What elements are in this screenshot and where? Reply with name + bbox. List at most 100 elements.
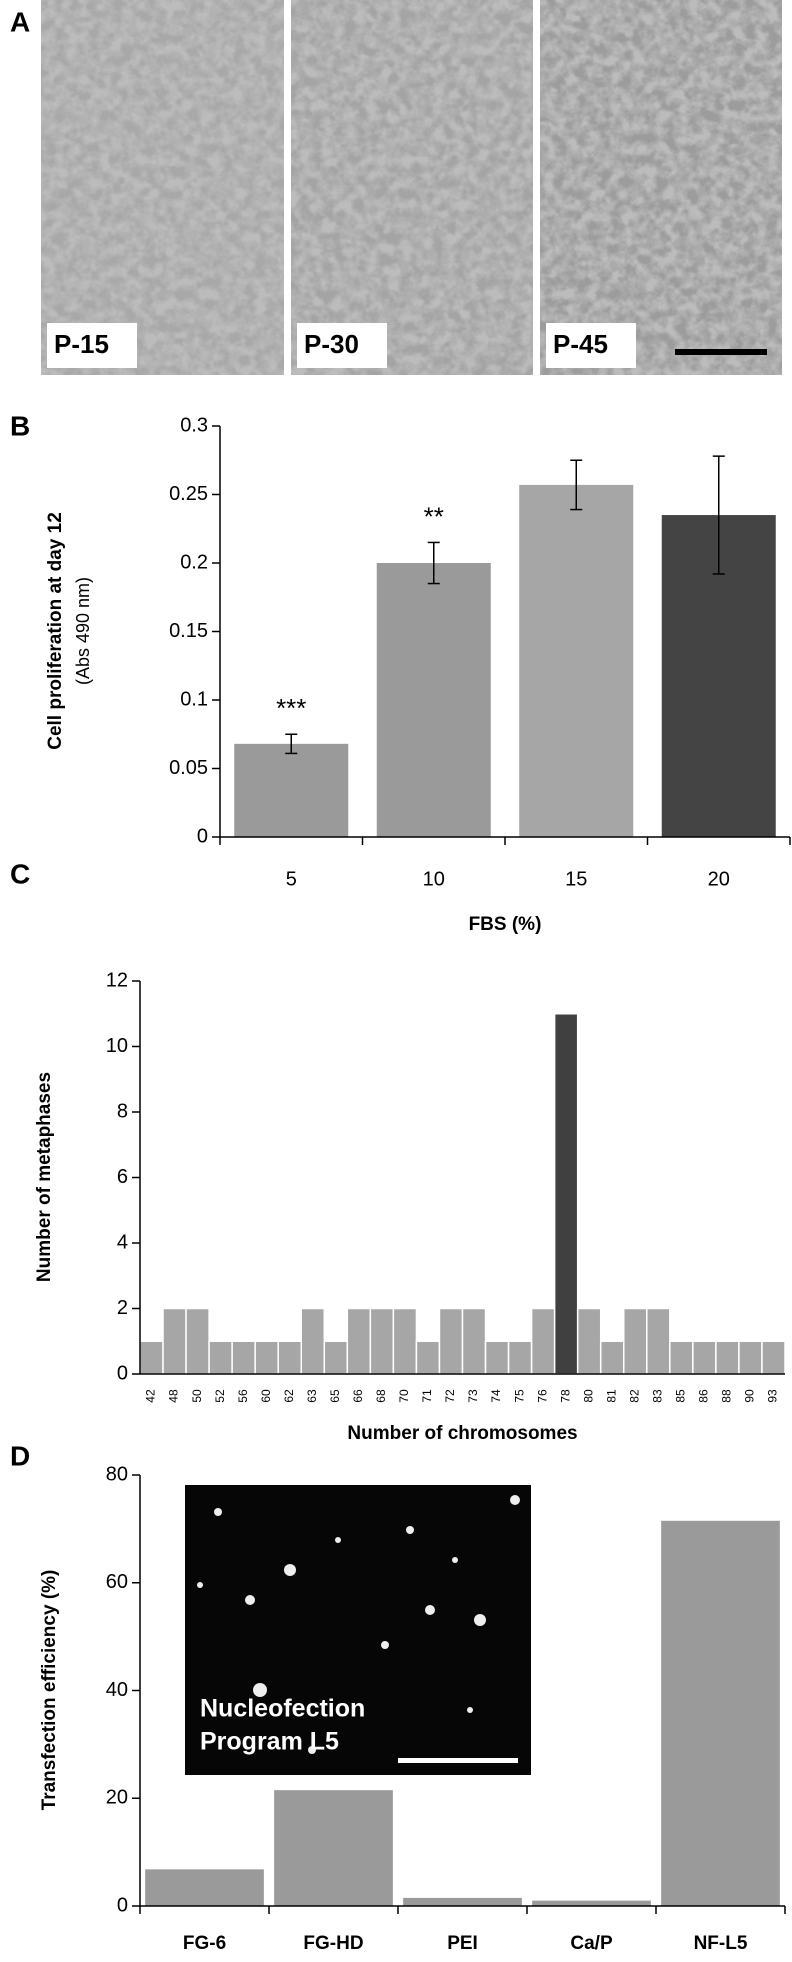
passage-label: P-45 [553,329,608,359]
cell-spot [452,1557,458,1563]
x-tick-label: 63 [305,1389,319,1403]
cell-spot [245,1595,255,1605]
x-tick-label: 78 [558,1389,572,1403]
x-tick-label: 66 [351,1389,365,1403]
cell-spot [214,1508,222,1516]
y-tick-label: 8 [117,1100,128,1122]
bar [162,1307,187,1375]
bar [145,1869,264,1906]
y-tick-label: 0 [197,825,208,847]
x-tick-label: 81 [604,1389,618,1403]
y-tick-label: 0.15 [169,620,208,642]
x-tick-label: 20 [708,868,730,890]
x-tick-label: 75 [512,1389,526,1403]
bar [139,1340,164,1375]
panel-letter: A [10,6,30,37]
x-tick-label: 72 [443,1389,457,1403]
bar [761,1340,786,1375]
significance: ** [424,501,444,531]
x-tick-label: 93 [766,1389,780,1403]
x-tick-label: 71 [420,1389,434,1403]
cell-spot [467,1707,473,1713]
cell-spot [253,1683,267,1697]
label-box [297,323,387,368]
bar [234,743,349,837]
error-bar [712,455,725,575]
y-tick-label: 4 [117,1231,128,1253]
x-tick-label: 88 [720,1389,734,1403]
bar [532,1900,651,1906]
cell-spot [308,1746,316,1754]
inset-text: Program L5 [200,1728,339,1756]
x-tick-label: 48 [167,1389,181,1403]
y-tick-label: 2 [117,1297,128,1319]
chart: C42 48 50 52 56 60 62 63 65 66 68 70 71 72 73 74 75 76 78 8… [10,858,786,1444]
x-tick-label: FG-6 [183,1933,226,1954]
bar [461,1307,487,1375]
y-tick-label: 0.05 [169,757,208,779]
inset-text: Nucleofection [200,1695,365,1723]
bar [185,1307,210,1375]
x-tick-label: 73 [466,1389,480,1403]
cell-spot [510,1495,520,1505]
cell-spot [381,1641,389,1649]
panel-a: A P-15 P-30 P-45 [10,0,782,375]
x-tick-label: Ca/P [570,1933,613,1954]
cell-spot [406,1526,414,1534]
x-tick-label: 62 [282,1389,296,1403]
cell-spot [425,1605,435,1615]
panel-letter: D [10,1440,30,1471]
y-axis-label: Transfection efficiency (%) [39,1570,60,1811]
bar [369,1307,395,1375]
bar [507,1340,533,1375]
bar [530,1307,556,1375]
scale-bar [398,1758,518,1763]
y-tick-label: 80 [106,1463,128,1485]
scale-bar [675,349,767,355]
y-tick-label: 60 [106,1571,128,1593]
bar [392,1307,418,1375]
bar [403,1897,522,1906]
bar [715,1340,740,1375]
passage-label: P-15 [54,329,109,359]
x-axis-label: FBS (%) [469,914,542,935]
micrograph-texture [41,0,284,375]
error-bar [570,459,583,511]
bar [669,1340,694,1375]
bar [323,1340,349,1375]
x-tick-label: 90 [743,1389,757,1403]
y-tick-label: 12 [106,969,128,991]
y-tick-label: 10 [106,1035,128,1057]
y-axis-label: Number of metaphases [34,1072,55,1282]
bar [623,1307,648,1375]
bar [208,1340,233,1375]
bar [599,1340,625,1375]
bar [254,1340,279,1375]
x-tick-label: FG-HD [303,1933,363,1954]
x-tick-label: 5 [286,868,297,890]
y-tick-label: 20 [106,1787,128,1809]
significance: *** [276,693,306,723]
x-tick-label: 50 [190,1389,204,1403]
x-tick-label: 74 [489,1389,503,1403]
passage-label: P-30 [304,329,359,359]
x-tick-label: 76 [535,1389,549,1403]
bar [231,1340,256,1375]
x-tick-label: NF-L5 [694,1933,748,1954]
y-tick-label: 0.2 [180,551,208,573]
x-tick-label: 70 [397,1389,411,1403]
y-tick-label: 6 [117,1166,128,1188]
x-tick-label: 10 [423,868,445,890]
x-axis-label: Number of chromosomes [347,1423,577,1444]
x-tick-label: 68 [374,1389,388,1403]
bar [519,484,634,837]
y-axis-label: Cell proliferation at day 12 [45,512,66,750]
y-tick-label: 40 [106,1679,128,1701]
y-tick-label: 0.1 [180,688,208,710]
y-tick-label: 0 [117,1894,128,1916]
micrograph-texture [540,0,782,375]
bar [277,1340,303,1375]
y-axis-unit: (Abs 490 nm) [73,577,93,685]
inset-image [185,1485,531,1775]
x-tick-label: 65 [328,1389,342,1403]
